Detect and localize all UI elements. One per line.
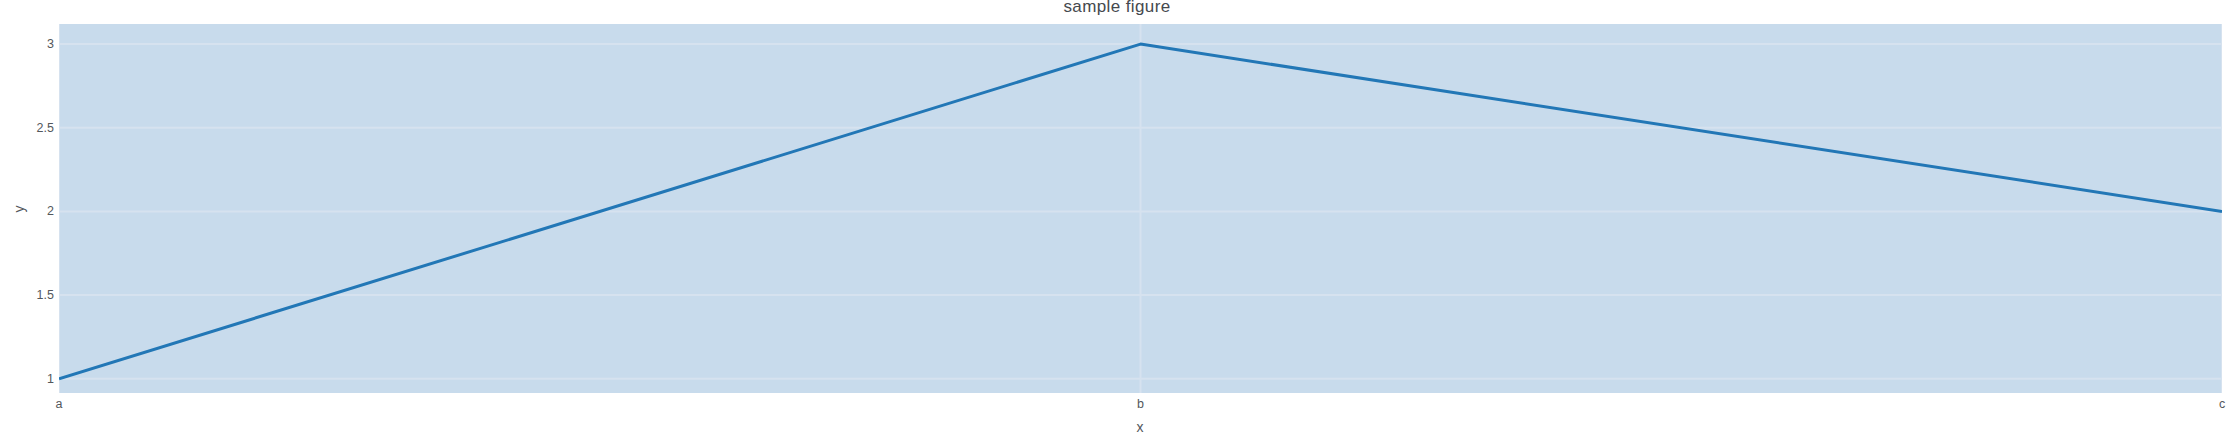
- line-chart-canvas: [59, 24, 2222, 393]
- x-tick-label: a: [19, 397, 99, 411]
- y-tick-label: 1: [0, 372, 54, 386]
- y-tick-label: 2: [0, 204, 54, 218]
- line-chart-figure: sample figure 1 1.5 2 2.5 3 a b c x y: [0, 0, 2234, 435]
- plot-area[interactable]: [59, 24, 2222, 393]
- y-axis-title: y: [11, 206, 27, 213]
- x-tick-label: c: [2182, 397, 2234, 411]
- x-tick-label: b: [1101, 397, 1181, 411]
- y-tick-label: 2.5: [0, 121, 54, 135]
- y-tick-label: 3: [0, 37, 54, 51]
- x-axis-title: x: [1080, 419, 1200, 435]
- chart-title: sample figure: [0, 0, 2234, 17]
- y-tick-label: 1.5: [0, 288, 54, 302]
